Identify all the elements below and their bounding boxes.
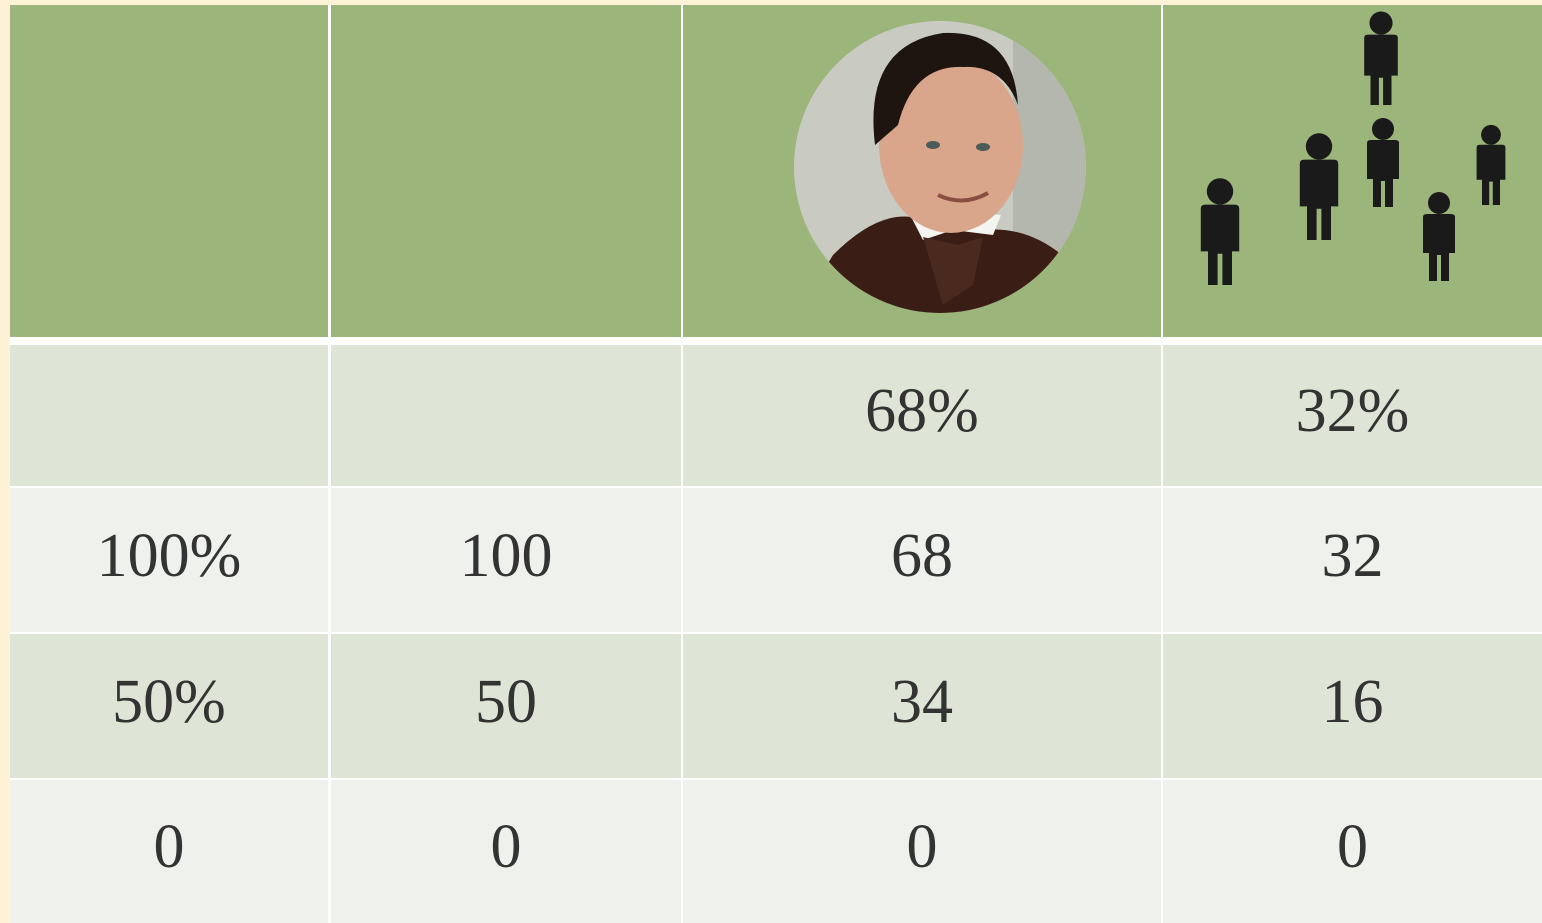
table-cell: 16 xyxy=(1163,634,1542,778)
header-cell xyxy=(683,5,1161,337)
table-cell: 50% xyxy=(10,634,328,778)
table: 68% 32% 100% 100 68 32 50% 50 34 16 0 0 0 0 xyxy=(10,5,1542,923)
table-cell: 32% xyxy=(1163,345,1542,486)
table-cell xyxy=(10,345,328,486)
header-cell xyxy=(331,5,681,337)
table-cell xyxy=(331,345,681,486)
table-cell: 100 xyxy=(331,488,681,632)
header-cell xyxy=(1163,5,1542,337)
people-icons xyxy=(1200,11,1506,285)
portrait xyxy=(794,21,1086,313)
table-cell: 34 xyxy=(683,634,1161,778)
table-cell: 0 xyxy=(331,780,681,923)
table-cell: 50 xyxy=(331,634,681,778)
header-cell xyxy=(10,5,328,337)
person-icon xyxy=(1423,192,1455,281)
person-icon xyxy=(1364,11,1398,105)
table-cell: 32 xyxy=(1163,488,1542,632)
table-cell: 0 xyxy=(10,780,328,923)
person-icon xyxy=(1299,133,1339,240)
person-icon xyxy=(1367,118,1399,207)
person-icon xyxy=(1200,178,1240,285)
table-cell: 0 xyxy=(683,780,1161,923)
table-cell: 68% xyxy=(683,345,1161,486)
table-cell: 68 xyxy=(683,488,1161,632)
table-cell: 0 xyxy=(1163,780,1542,923)
person-icon xyxy=(1476,124,1506,205)
table-cell: 100% xyxy=(10,488,328,632)
